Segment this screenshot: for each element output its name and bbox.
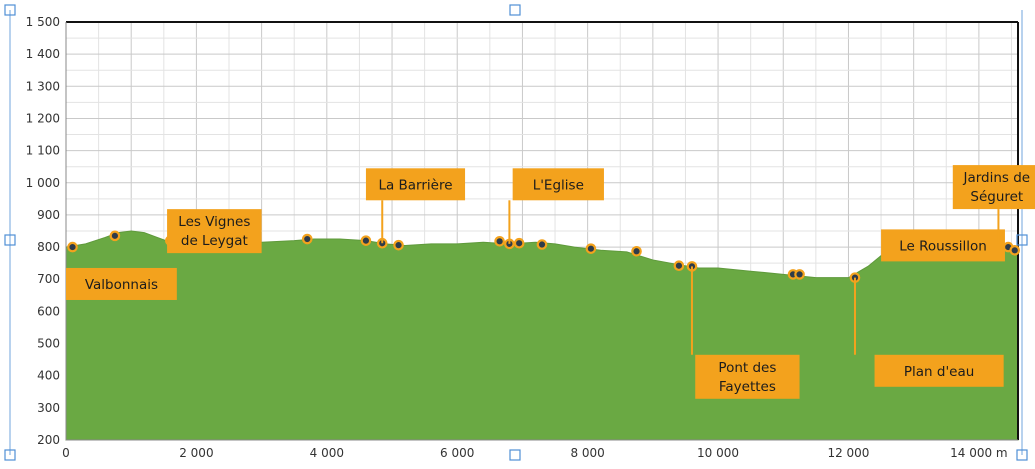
y-tick-label: 1 300: [26, 79, 60, 93]
x-tick-label: 2 000: [179, 446, 213, 460]
place-label-box: [874, 354, 1004, 387]
y-tick-label: 600: [37, 304, 60, 318]
y-tick-label: 1 400: [26, 47, 60, 61]
y-tick-label: 1 500: [26, 15, 60, 29]
waypoint-marker: [393, 239, 404, 251]
x-tick-label: 6 000: [440, 446, 474, 460]
place-label-box: [167, 209, 262, 254]
waypoint-marker: [585, 243, 597, 254]
waypoint-marker: [513, 237, 525, 249]
y-tick-label: 900: [37, 208, 60, 222]
y-tick-label: 500: [37, 337, 60, 351]
place-label-text: de Leygat: [181, 233, 248, 249]
waypoint-marker: [536, 239, 548, 250]
x-tick-label: 14 000 m: [950, 446, 1008, 460]
waypoint-marker: [794, 269, 805, 280]
waypoint-marker: [631, 245, 642, 257]
place-label-text: L'Eglise: [533, 177, 584, 193]
y-tick-label: 800: [37, 240, 60, 254]
waypoint-marker: [67, 241, 78, 253]
place-label-text: Valbonnais: [85, 277, 158, 293]
y-tick-label: 300: [37, 401, 60, 415]
y-tick-label: 200: [37, 433, 60, 447]
waypoint-marker: [360, 235, 372, 246]
waypoint-marker: [1009, 244, 1021, 256]
place-label-box: [512, 168, 604, 201]
place-label-box: [66, 267, 177, 300]
selection-handle: [509, 4, 521, 16]
place-label-text: Séguret: [970, 189, 1023, 205]
place-label-box: [695, 354, 800, 399]
place-label-text: Fayettes: [719, 379, 776, 395]
place-label-text: Le Roussillon: [899, 238, 987, 254]
x-tick-label: 12 000: [827, 446, 869, 460]
y-tick-label: 400: [37, 369, 60, 383]
place-label-box: [952, 165, 1035, 210]
y-tick-label: 1 000: [26, 176, 60, 190]
place-label-text: Les Vignes: [178, 214, 250, 230]
elevation-area: [65, 230, 1019, 441]
place-label-text: La Barrière: [378, 177, 452, 193]
x-tick-label: 4 000: [310, 446, 344, 460]
waypoint-marker: [109, 230, 121, 242]
place-label-text: Jardins de: [962, 170, 1030, 186]
place-label-text: Plan d'eau: [904, 364, 974, 380]
waypoint-marker: [494, 235, 505, 247]
x-tick-label: 0: [62, 446, 70, 460]
place-label-box: [365, 168, 466, 201]
x-tick-label: 8 000: [570, 446, 604, 460]
waypoint-marker: [673, 260, 685, 272]
selection-handle: [509, 449, 521, 461]
y-tick-label: 700: [37, 272, 60, 286]
y-tick-label: 1 100: [26, 144, 60, 158]
place-label-text: Pont des: [718, 360, 776, 376]
place-label-box: [881, 229, 1005, 262]
y-tick-label: 1 200: [26, 111, 60, 125]
x-tick-label: 10 000: [697, 446, 739, 460]
waypoint-marker: [301, 233, 313, 245]
